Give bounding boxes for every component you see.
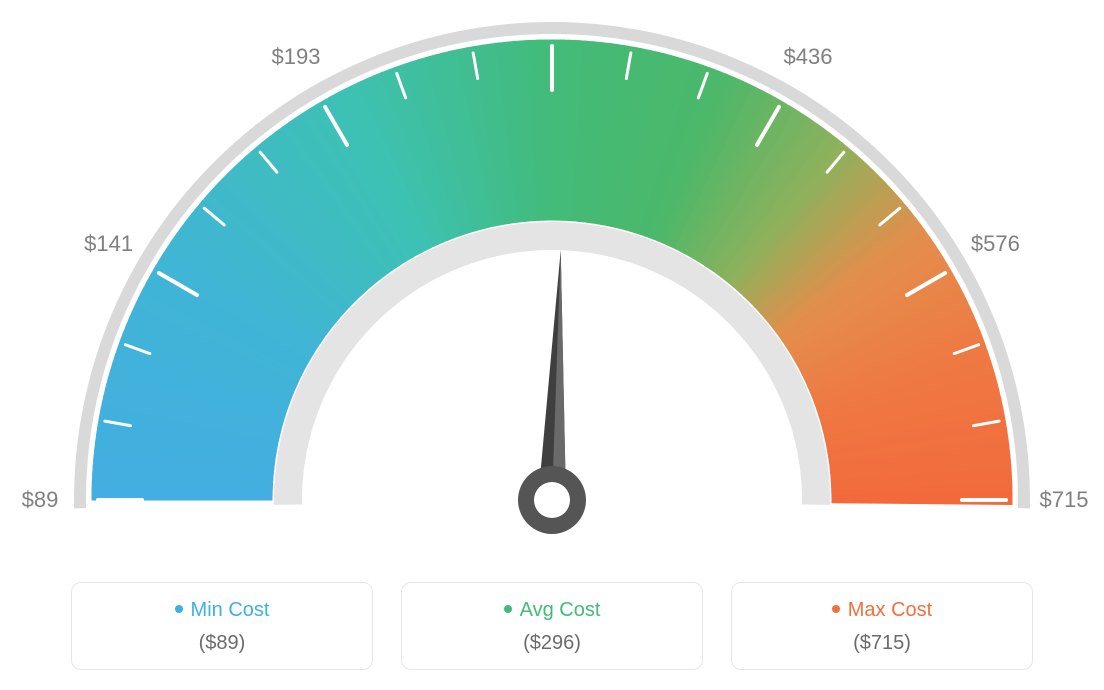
- legend-card-max: Max Cost ($715): [731, 582, 1033, 670]
- legend-title-avg-text: Avg Cost: [520, 599, 601, 621]
- scale-label-1: $141: [84, 231, 133, 257]
- gauge-area: $89 $141 $193 $296 $436 $576 $715: [0, 0, 1104, 560]
- scale-label-2: $193: [272, 44, 321, 70]
- legend-title-min-text: Min Cost: [191, 599, 270, 621]
- scale-label-5: $576: [971, 231, 1020, 257]
- legend-title-avg: Avg Cost: [402, 599, 702, 622]
- legend-value-min: ($89): [72, 632, 372, 655]
- dot-max: [832, 605, 840, 613]
- legend-value-avg: ($296): [402, 632, 702, 655]
- legend-value-max: ($715): [732, 632, 1032, 655]
- scale-label-0: $89: [22, 487, 59, 513]
- gauge-svg: [0, 0, 1104, 560]
- legend-row: Min Cost ($89) Avg Cost ($296) Max Cost …: [0, 582, 1104, 670]
- scale-label-4: $436: [784, 44, 833, 70]
- cost-gauge-chart: $89 $141 $193 $296 $436 $576 $715 Min Cost ($8…: [0, 0, 1104, 690]
- legend-title-max-text: Max Cost: [848, 599, 932, 621]
- scale-label-3: $296: [528, 0, 577, 1]
- dot-avg: [504, 605, 512, 613]
- dot-min: [175, 605, 183, 613]
- needle: [518, 250, 586, 534]
- legend-card-avg: Avg Cost ($296): [401, 582, 703, 670]
- legend-title-min: Min Cost: [72, 599, 372, 622]
- scale-label-6: $715: [1040, 487, 1089, 513]
- legend-card-min: Min Cost ($89): [71, 582, 373, 670]
- legend-title-max: Max Cost: [732, 599, 1032, 622]
